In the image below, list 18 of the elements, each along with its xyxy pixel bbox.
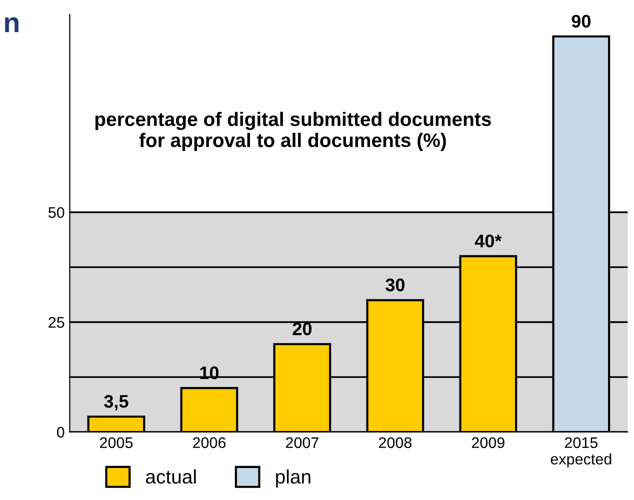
legend-label: actual xyxy=(146,469,196,484)
data-label: 40* xyxy=(474,234,502,248)
legend-label: plan xyxy=(276,469,310,488)
y-tick-label: 50 xyxy=(48,207,64,218)
y-tick-label: 0 xyxy=(56,426,64,438)
text: percentage of digital submitted documents for approval to all documents (%) xyxy=(95,112,491,151)
data-label: 90 xyxy=(572,14,590,28)
chart-title: n xyxy=(5,17,18,32)
data-label: 20 xyxy=(292,322,312,336)
data-label: 3,5 xyxy=(104,394,128,410)
x-tick-label: 2006 xyxy=(192,437,226,448)
data-label: 30 xyxy=(386,278,404,292)
x-tick-label: 2005 xyxy=(100,437,133,448)
x-tick-label: 2015 expected xyxy=(550,437,612,468)
y-tick-label: 25 xyxy=(48,317,64,328)
x-tick-label: 2008 xyxy=(378,437,412,448)
x-tick-label: 2007 xyxy=(286,437,318,448)
x-tick-label: 2009 xyxy=(472,437,504,448)
